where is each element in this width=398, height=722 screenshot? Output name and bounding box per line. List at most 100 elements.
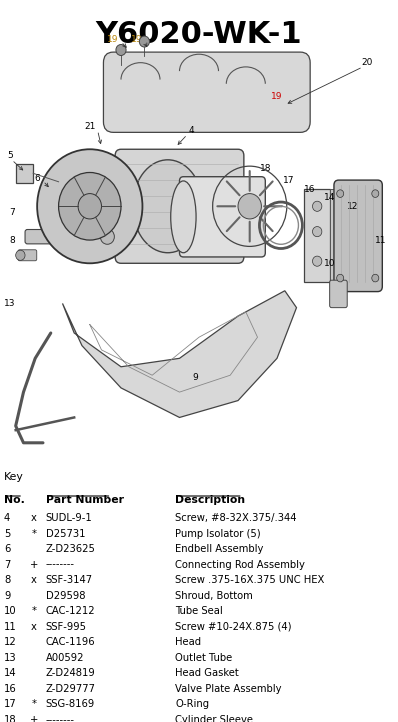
Circle shape [116, 45, 126, 56]
Text: Screw .375-16X.375 UNC HEX: Screw .375-16X.375 UNC HEX [175, 575, 324, 585]
Text: 7: 7 [4, 560, 10, 570]
Text: 12: 12 [4, 637, 17, 647]
Text: 13: 13 [4, 299, 16, 308]
Text: *: * [31, 699, 36, 709]
Circle shape [78, 193, 101, 219]
Text: *: * [31, 606, 36, 616]
Text: 16: 16 [304, 185, 316, 194]
Text: 8: 8 [9, 235, 15, 245]
Text: 21: 21 [84, 121, 96, 131]
Text: 14: 14 [324, 193, 336, 202]
Text: CAC-1196: CAC-1196 [46, 637, 96, 647]
Text: SSF-3147: SSF-3147 [46, 575, 93, 585]
Text: 18: 18 [259, 164, 271, 173]
Text: x: x [31, 622, 37, 632]
Text: 12: 12 [347, 201, 359, 211]
Text: 5: 5 [4, 529, 10, 539]
Text: A00592: A00592 [46, 653, 84, 663]
Text: 17: 17 [283, 176, 295, 186]
Circle shape [59, 173, 121, 240]
Text: 14: 14 [4, 669, 17, 678]
Text: --------: -------- [46, 560, 75, 570]
Text: 4: 4 [188, 126, 194, 135]
Text: Screw #10-24X.875 (4): Screw #10-24X.875 (4) [175, 622, 292, 632]
Circle shape [37, 149, 142, 264]
Text: 11: 11 [4, 622, 17, 632]
Text: 6: 6 [34, 174, 40, 183]
Text: 6: 6 [4, 544, 10, 554]
Text: D29598: D29598 [46, 591, 85, 601]
FancyBboxPatch shape [25, 230, 108, 244]
Text: *: * [31, 529, 36, 539]
FancyBboxPatch shape [334, 180, 382, 292]
Text: 9: 9 [4, 591, 10, 601]
Text: 19: 19 [107, 35, 119, 44]
Text: Connecting Rod Assembly: Connecting Rod Assembly [175, 560, 305, 570]
Text: 5: 5 [7, 151, 13, 160]
Circle shape [337, 190, 344, 197]
Circle shape [372, 274, 379, 282]
Text: CAC-1212: CAC-1212 [46, 606, 96, 616]
Circle shape [16, 251, 25, 261]
Text: 20: 20 [361, 58, 373, 67]
Text: 10: 10 [324, 258, 336, 268]
Text: Y6020-WK-1: Y6020-WK-1 [96, 20, 302, 49]
Text: 9: 9 [192, 373, 198, 382]
Text: 10: 10 [4, 606, 17, 616]
Text: Outlet Tube: Outlet Tube [175, 653, 232, 663]
Text: 13: 13 [4, 653, 17, 663]
Text: Endbell Assembly: Endbell Assembly [175, 544, 263, 554]
Circle shape [337, 274, 344, 282]
Text: 17: 17 [4, 699, 17, 709]
Bar [304, 189, 330, 282]
Text: x: x [31, 575, 37, 585]
Text: Valve Plate Assembly: Valve Plate Assembly [175, 684, 282, 694]
Text: Part Number: Part Number [46, 495, 124, 505]
Circle shape [312, 227, 322, 237]
Text: Key: Key [4, 471, 24, 482]
Polygon shape [62, 291, 297, 417]
FancyBboxPatch shape [115, 149, 244, 264]
Text: 7: 7 [9, 208, 15, 217]
Text: Z-D24819: Z-D24819 [46, 669, 96, 678]
FancyArrowPatch shape [260, 181, 273, 195]
Text: Tube Seal: Tube Seal [175, 606, 223, 616]
Text: D25731: D25731 [46, 529, 85, 539]
Circle shape [238, 193, 261, 219]
Text: 8: 8 [4, 575, 10, 585]
FancyBboxPatch shape [179, 177, 265, 257]
Text: 11: 11 [375, 235, 386, 245]
Ellipse shape [171, 181, 196, 253]
Text: +: + [29, 560, 38, 570]
Text: 4: 4 [4, 513, 10, 523]
FancyBboxPatch shape [18, 250, 37, 261]
Ellipse shape [133, 160, 203, 253]
Text: 18: 18 [4, 715, 17, 722]
Bar [16, 164, 33, 183]
Text: 19: 19 [271, 92, 283, 101]
Text: SSF-995: SSF-995 [46, 622, 87, 632]
Text: Z-D29777: Z-D29777 [46, 684, 96, 694]
Text: SSG-8169: SSG-8169 [46, 699, 95, 709]
Text: --------: -------- [46, 715, 75, 722]
Circle shape [100, 229, 114, 244]
Text: Head: Head [175, 637, 201, 647]
Text: Head Gasket: Head Gasket [175, 669, 239, 678]
Text: O-Ring: O-Ring [175, 699, 209, 709]
Circle shape [312, 256, 322, 266]
Text: Pump Isolator (5): Pump Isolator (5) [175, 529, 261, 539]
FancyBboxPatch shape [330, 280, 347, 308]
Text: Z-D23625: Z-D23625 [46, 544, 96, 554]
FancyArrowPatch shape [227, 181, 240, 195]
Text: No.: No. [4, 495, 25, 505]
Text: Screw, #8-32X.375/.344: Screw, #8-32X.375/.344 [175, 513, 297, 523]
FancyArrowPatch shape [260, 217, 273, 231]
Text: x: x [31, 513, 37, 523]
Circle shape [372, 190, 379, 197]
FancyArrowPatch shape [227, 217, 240, 231]
Circle shape [139, 36, 150, 47]
FancyBboxPatch shape [103, 52, 310, 132]
Text: Description: Description [175, 495, 245, 505]
Circle shape [312, 201, 322, 212]
Text: Shroud, Bottom: Shroud, Bottom [175, 591, 253, 601]
